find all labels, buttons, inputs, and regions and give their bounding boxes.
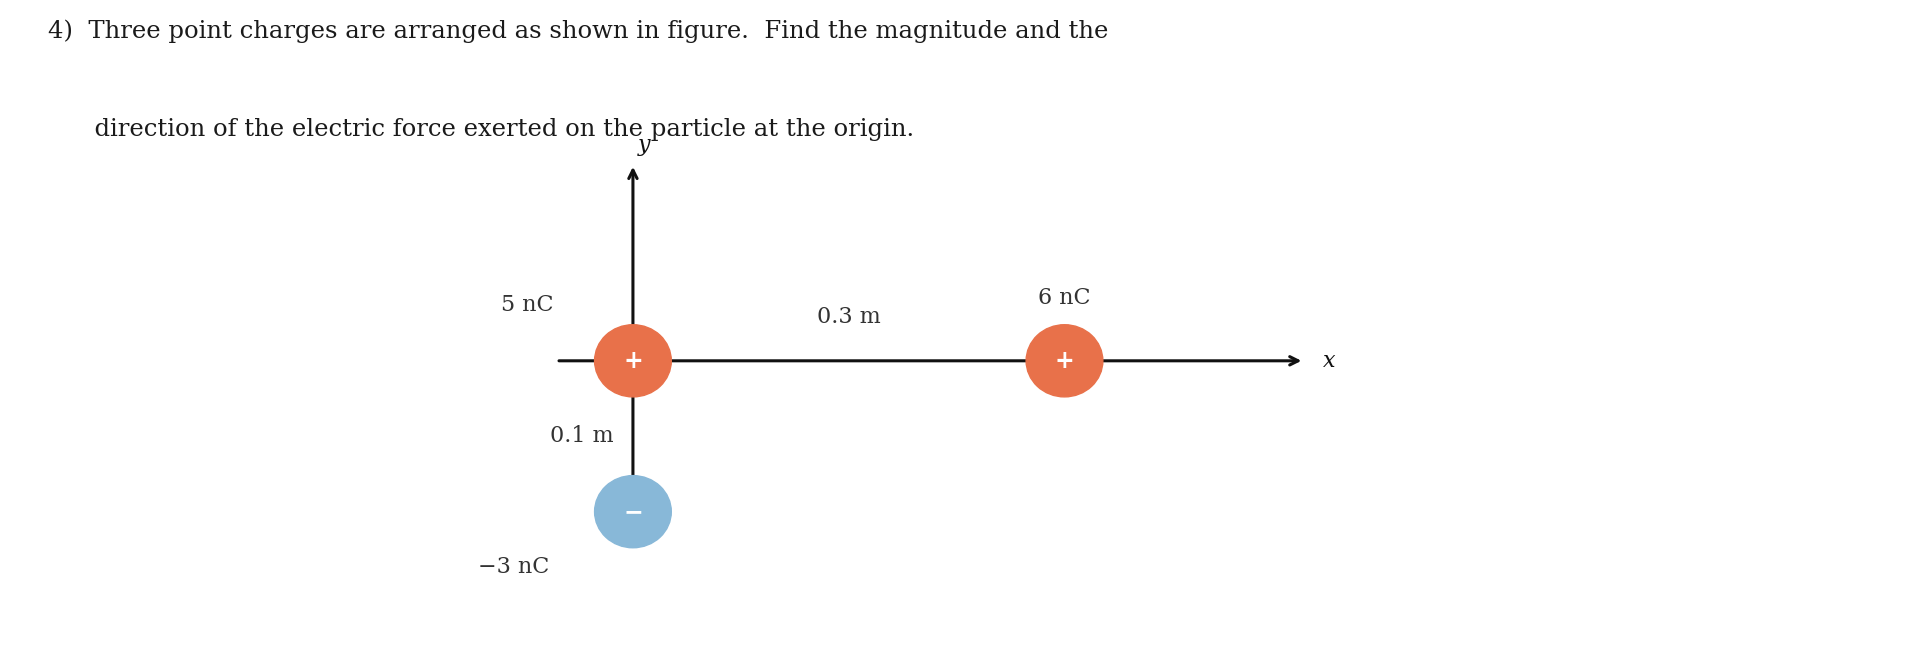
Text: 0.3 m: 0.3 m [817, 306, 880, 328]
Ellipse shape [595, 476, 671, 548]
Ellipse shape [595, 325, 671, 397]
Text: 0.1 m: 0.1 m [550, 425, 614, 447]
Text: 4)  Three point charges are arranged as shown in figure.  Find the magnitude and: 4) Three point charges are arranged as s… [48, 20, 1109, 43]
Ellipse shape [1026, 325, 1103, 397]
Text: y: y [639, 134, 650, 156]
Text: +: + [623, 349, 643, 373]
Text: x: x [1323, 350, 1337, 372]
Text: −: − [623, 500, 643, 523]
Text: 5 nC: 5 nC [501, 294, 554, 316]
Text: +: + [1055, 349, 1074, 373]
Text: −3 nC: −3 nC [478, 556, 550, 579]
Text: 6 nC: 6 nC [1038, 287, 1091, 310]
Text: direction of the electric force exerted on the particle at the origin.: direction of the electric force exerted … [48, 118, 915, 141]
